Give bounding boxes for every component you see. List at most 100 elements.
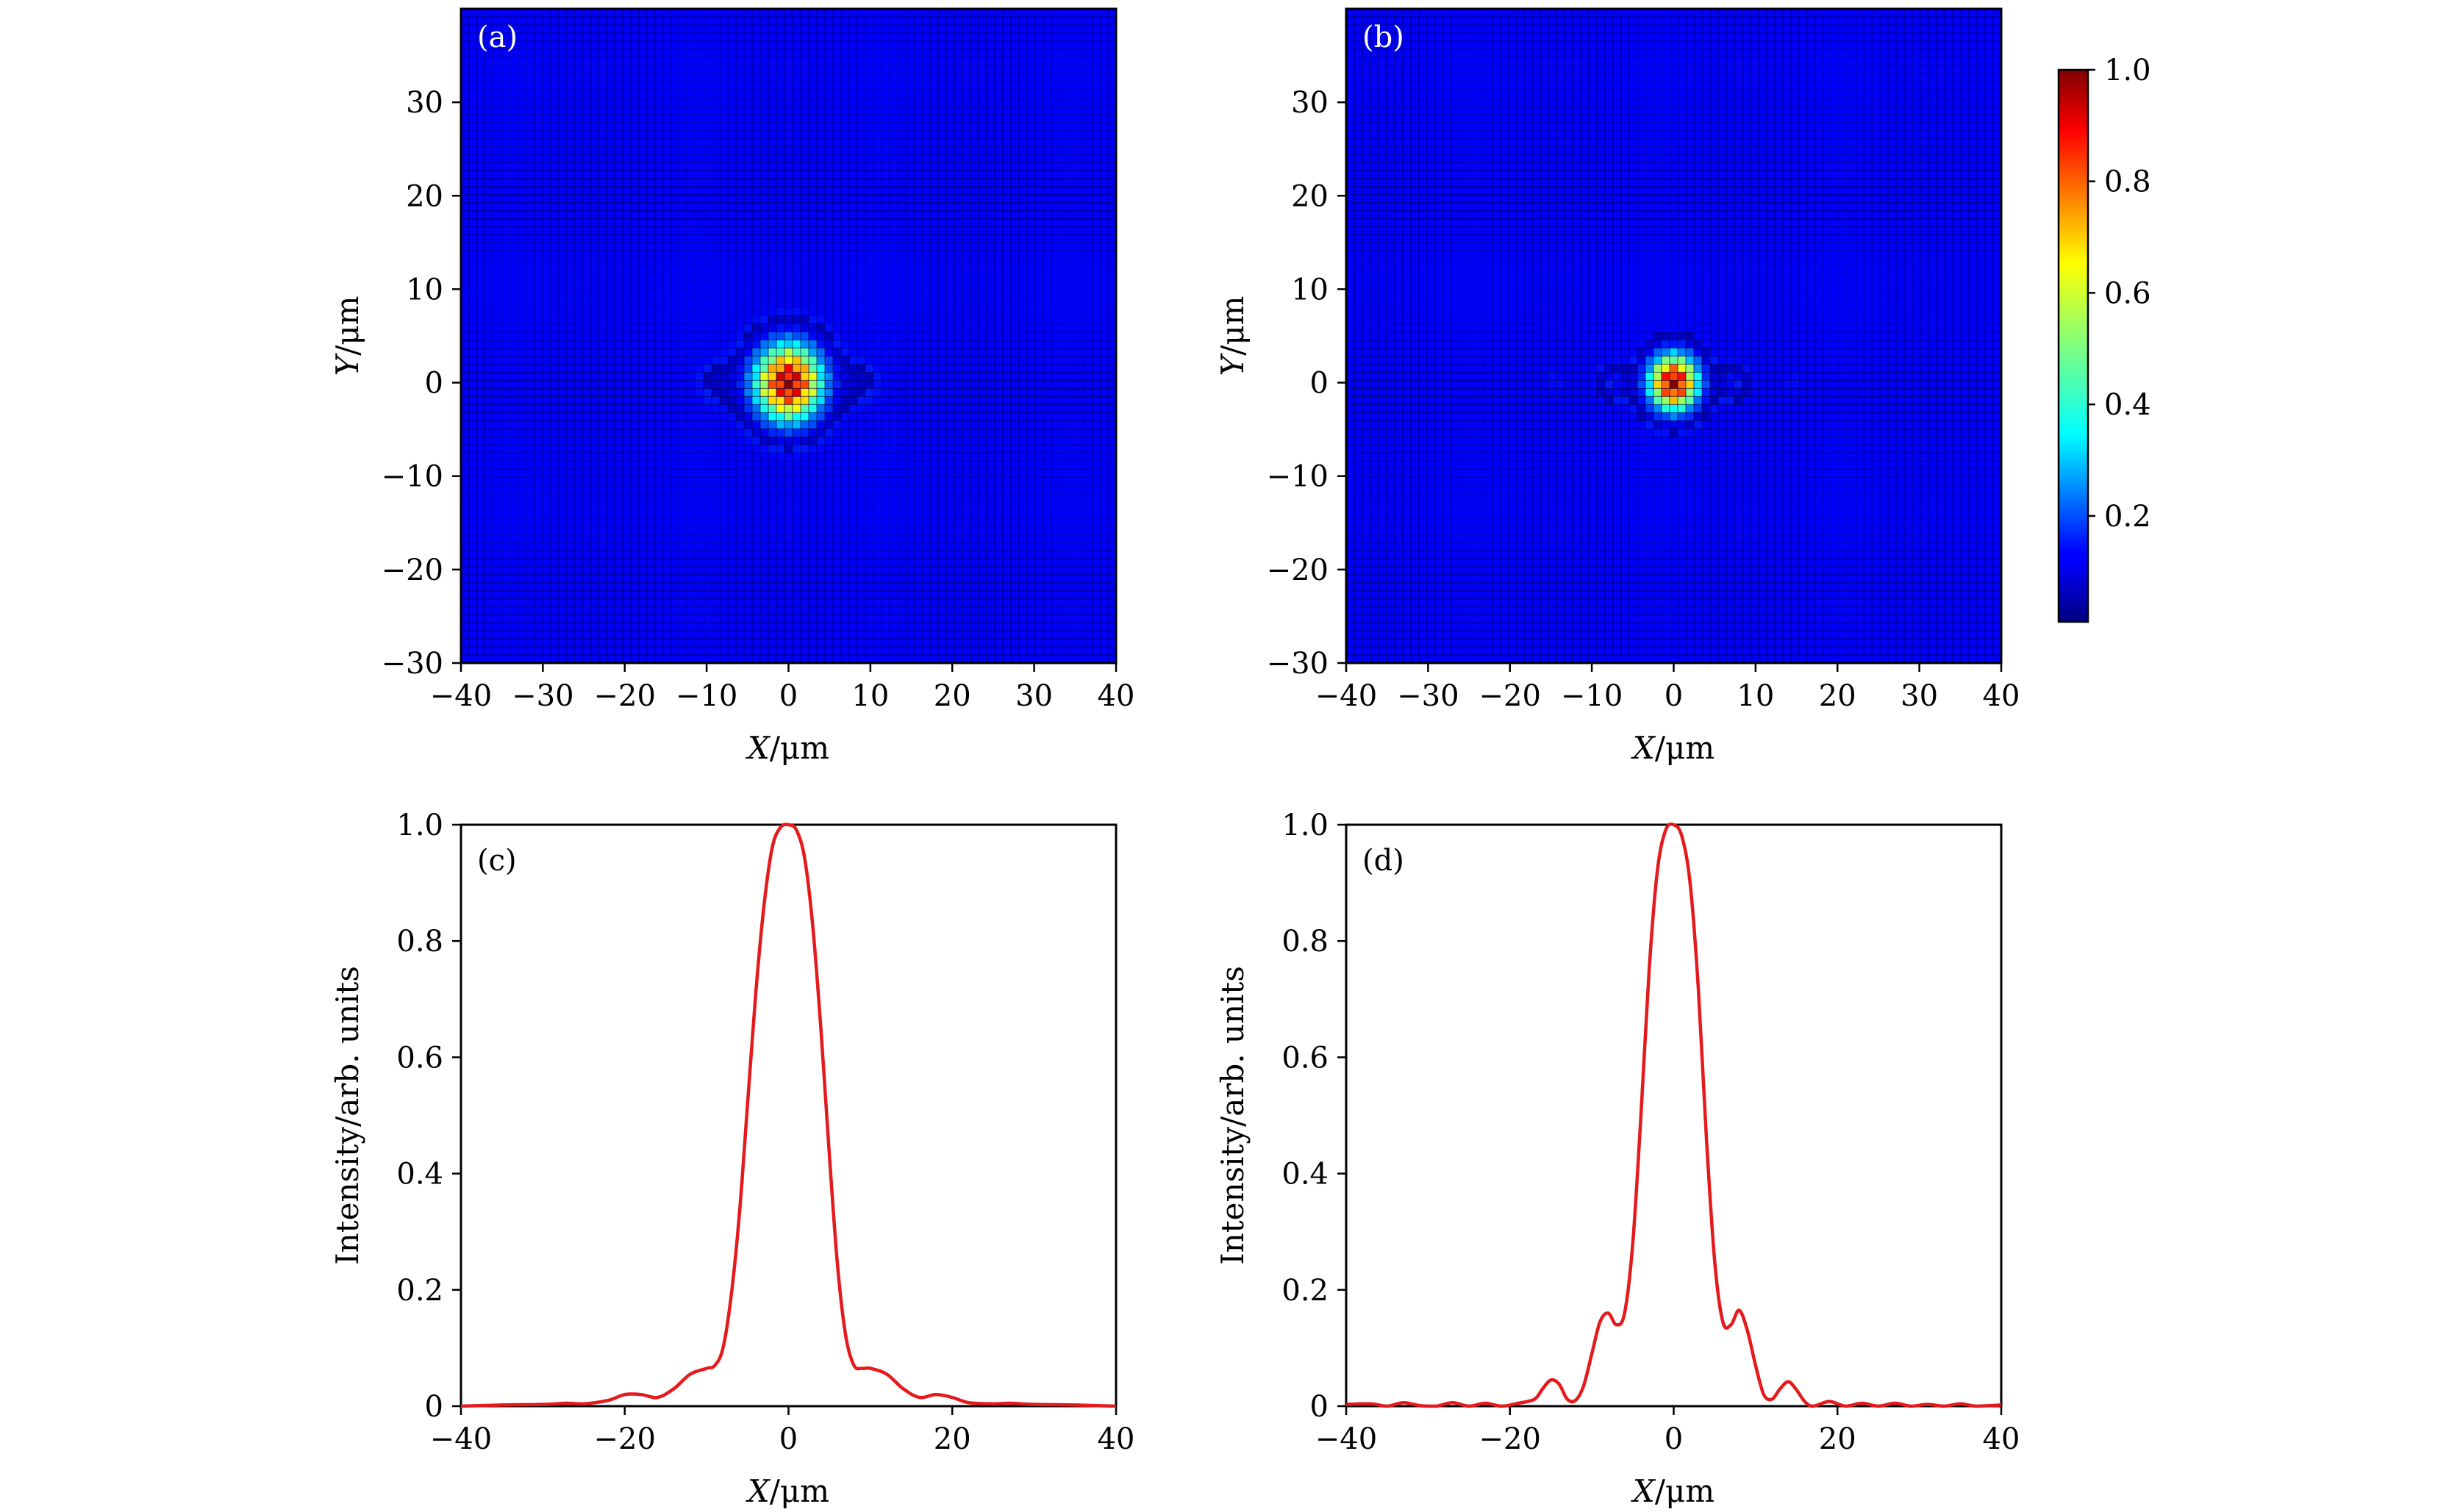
heatmap-cell [582, 40, 591, 50]
heatmap-cell [833, 348, 842, 357]
heatmap-cell [493, 307, 502, 317]
heatmap-cell [906, 267, 915, 276]
heatmap-cell [607, 332, 615, 341]
heatmap-cell [558, 388, 567, 398]
heatmap-cell [1019, 40, 1028, 50]
heatmap-cell [1035, 372, 1044, 381]
heatmap-cell [550, 299, 559, 309]
heatmap-cell [493, 429, 502, 437]
heatmap-cell [469, 194, 478, 204]
heatmap-cell [857, 307, 866, 317]
heatmap-cell [501, 396, 510, 405]
heatmap-cell [768, 226, 777, 236]
heatmap-cell [687, 380, 696, 390]
heatmap-cell [728, 32, 737, 42]
heatmap-cell [809, 146, 818, 155]
heatmap-cell [1003, 332, 1012, 341]
heatmap-cell [590, 178, 599, 187]
heatmap-cell [704, 259, 712, 268]
heatmap-cell [849, 32, 858, 42]
heatmap-cell [1076, 340, 1084, 349]
heatmap-cell [1035, 315, 1044, 325]
heatmap-cell [542, 73, 551, 82]
heatmap-cell [768, 251, 777, 260]
heatmap-cell [801, 73, 809, 82]
heatmap-cell [461, 146, 470, 155]
heatmap-cell [752, 16, 761, 26]
heatmap-cell [970, 49, 979, 58]
heatmap-cell [720, 307, 729, 317]
heatmap-cell [558, 437, 567, 445]
heatmap-cell [1035, 24, 1044, 34]
heatmap-cell [1043, 202, 1052, 212]
heatmap-cell [526, 429, 534, 437]
heatmap-cell [461, 315, 470, 325]
heatmap-cell [1108, 332, 1117, 341]
heatmap-cell [736, 9, 745, 18]
heatmap-cell [962, 340, 971, 349]
heatmap-cell [1003, 105, 1012, 115]
heatmap-cell [801, 234, 809, 244]
heatmap-cell [914, 445, 923, 454]
heatmap-cell [898, 299, 907, 309]
heatmap-cell [865, 469, 874, 478]
heatmap-cell [1051, 234, 1060, 244]
heatmap-cell [1100, 348, 1109, 357]
heatmap-cell [930, 113, 939, 123]
heatmap-cell [696, 162, 704, 171]
heatmap-cell [582, 299, 591, 309]
heatmap-cell [873, 315, 882, 325]
heatmap-cell [865, 429, 874, 437]
heatmap-cell [995, 129, 1004, 139]
heatmap-cell [1108, 137, 1117, 147]
heatmap-cell [1035, 57, 1044, 66]
heatmap-cell [607, 186, 615, 196]
heatmap-cell [1068, 186, 1076, 196]
heatmap-cell [1043, 97, 1052, 107]
heatmap-cell [728, 332, 737, 341]
heatmap-cell [631, 477, 640, 486]
heatmap-cell [615, 40, 623, 50]
heatmap-cell [590, 32, 599, 42]
heatmap-cell [582, 73, 591, 82]
heatmap-cell [623, 251, 632, 260]
heatmap-cell [1043, 453, 1052, 462]
heatmap-cell [712, 291, 721, 301]
heatmap-cell [631, 129, 640, 139]
heatmap-cell [550, 356, 559, 365]
heatmap-cell [1019, 372, 1028, 381]
heatmap-cell [1019, 105, 1028, 115]
heatmap-cell [752, 372, 761, 381]
heatmap-cell [995, 194, 1004, 204]
heatmap-cell [712, 129, 721, 139]
heatmap-cell [687, 234, 696, 244]
heatmap-cell [501, 420, 510, 429]
heatmap-cell [817, 404, 826, 413]
heatmap-cell [865, 404, 874, 413]
heatmap-cell [518, 97, 526, 107]
heatmap-cell [1003, 453, 1012, 462]
heatmap-cell [566, 453, 575, 462]
heatmap-cell [647, 388, 656, 398]
heatmap-cell [817, 453, 826, 462]
heatmap-cell [938, 348, 947, 357]
heatmap-cell [1011, 65, 1020, 74]
heatmap-cell [979, 49, 987, 58]
heatmap-cell [728, 348, 737, 357]
heatmap-cell [914, 154, 923, 163]
heatmap-cell [882, 469, 890, 478]
heatmap-cell [461, 186, 470, 196]
heatmap-cell [962, 493, 971, 502]
heatmap-cell [720, 146, 729, 155]
heatmap-cell [1059, 89, 1068, 98]
heatmap-cell [744, 154, 753, 163]
heatmap-cell [509, 396, 518, 405]
heatmap-cell [477, 97, 486, 107]
heatmap-cell [582, 89, 591, 98]
heatmap-cell [615, 243, 623, 252]
heatmap-cell [1043, 340, 1052, 349]
heatmap-cell [752, 445, 761, 454]
heatmap-cell [671, 364, 680, 373]
heatmap-cell [1003, 194, 1012, 204]
heatmap-cell [1011, 315, 1020, 325]
